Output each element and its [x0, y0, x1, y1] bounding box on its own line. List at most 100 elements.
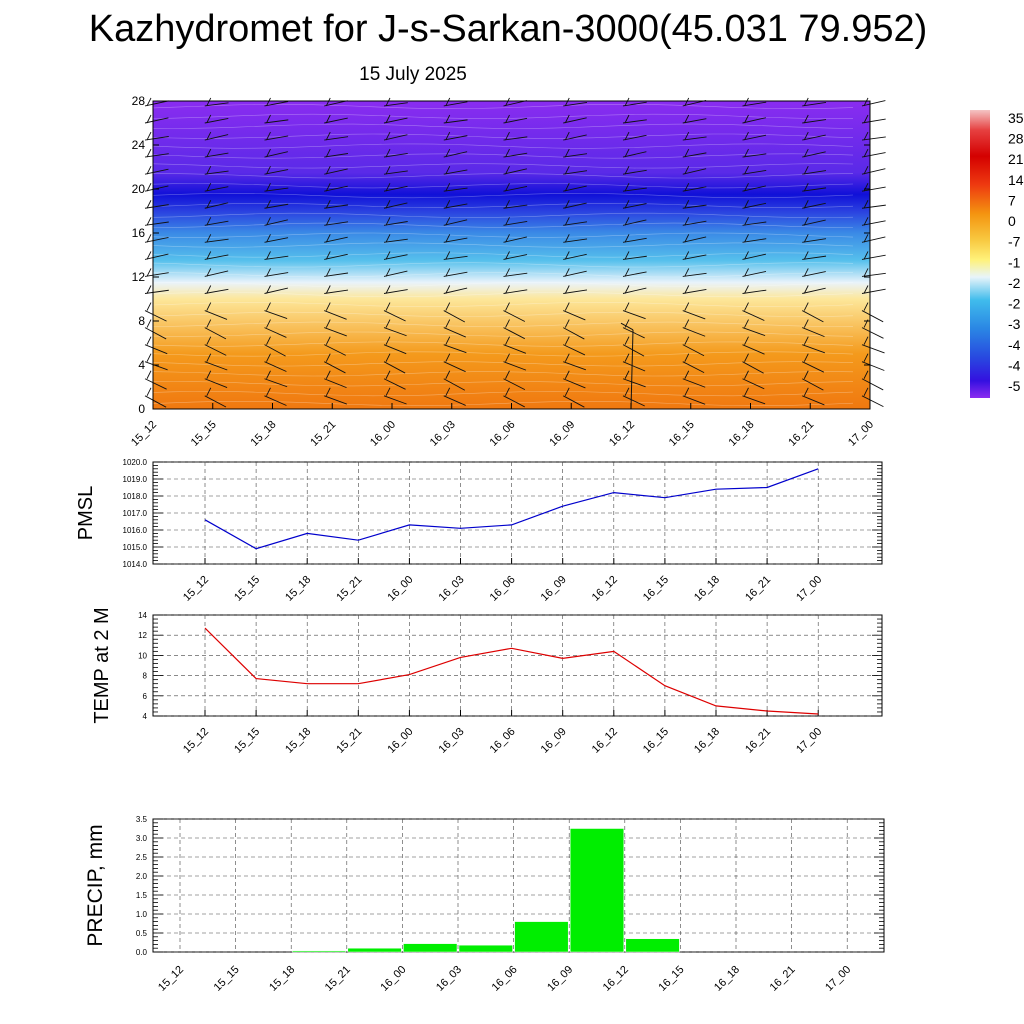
wind-barb — [324, 168, 348, 175]
wind-barb-flag — [445, 251, 451, 260]
wind-barb — [144, 310, 167, 322]
x-tick-label: 16_12 — [590, 726, 620, 756]
x-tick-label: 15_15 — [212, 964, 242, 994]
wind-barb — [563, 202, 587, 209]
wind-barb-flag — [505, 234, 510, 243]
precip-bar — [458, 944, 513, 953]
wind-barb — [443, 327, 466, 338]
wind-barb-flag — [505, 285, 510, 294]
wind-barb-flag — [803, 97, 809, 107]
wind-barb — [503, 136, 528, 141]
wind-barb-flag — [266, 251, 271, 260]
wind-barb — [742, 185, 767, 192]
y-tick-label: 1019.0 — [123, 475, 148, 484]
wind-barb-flag — [325, 251, 331, 260]
wind-barb — [742, 327, 766, 337]
wind-barb-flag — [266, 353, 271, 362]
wind-barb — [563, 238, 588, 243]
wind-barb-flag — [803, 182, 809, 192]
wind-barb-flag — [744, 217, 749, 226]
colorbar-label: -2 — [1008, 275, 1021, 291]
wind-barb-flag — [744, 165, 749, 175]
wind-barb-flag — [863, 336, 869, 345]
wind-barb — [802, 219, 826, 226]
y-tick-label: 10 — [138, 651, 147, 660]
wind-barb-flag — [385, 182, 391, 192]
wind-barb — [802, 327, 825, 338]
wind-barb-flag — [744, 234, 749, 243]
wind-barb — [802, 119, 827, 124]
chart-subtitle: 15 July 2025 — [359, 64, 467, 85]
x-tick-label: 16_12 — [601, 964, 631, 994]
wind-barb — [264, 169, 289, 175]
wind-barb-flag — [505, 387, 510, 397]
x-tick-label: 16_21 — [768, 964, 798, 994]
wind-barb-flag — [445, 182, 451, 192]
wind-barb — [503, 289, 528, 294]
wind-barb — [622, 310, 646, 320]
wind-barb-flag — [146, 251, 152, 260]
wind-barb-flag — [684, 285, 690, 294]
wind-barb — [144, 153, 169, 158]
wind-barb — [144, 100, 169, 107]
contour-line — [152, 391, 854, 397]
colorbar-label: -2 — [1008, 296, 1021, 312]
colorbar-label: -4 — [1008, 337, 1021, 353]
wind-barb-flag — [564, 182, 570, 192]
wind-barb — [383, 102, 408, 107]
x-tick-label: 15_21 — [334, 726, 364, 756]
colorbar-label: 28 — [1008, 131, 1024, 147]
wind-barb-flag — [445, 131, 451, 141]
wind-barb — [622, 237, 647, 243]
wind-barb-flag — [445, 234, 451, 243]
y-tick-label: 3.5 — [136, 815, 148, 824]
wind-barb-flag — [266, 370, 271, 379]
x-tick-label: 16_00 — [368, 419, 398, 449]
wind-barb-flag — [684, 302, 690, 311]
wind-barb — [563, 101, 588, 107]
x-tick-label: 15_21 — [308, 419, 338, 449]
x-tick-label: 15_12 — [156, 964, 186, 994]
wind-barb-flag — [564, 353, 570, 362]
wind-barb-flag — [385, 97, 391, 107]
wind-barb — [622, 327, 645, 339]
wind-barb — [443, 271, 468, 277]
wind-barb-flag — [385, 370, 391, 379]
wind-barb — [443, 169, 468, 175]
y-tick-label: 1016.0 — [123, 526, 148, 535]
precip-bar — [403, 943, 458, 953]
wind-barb — [682, 254, 707, 260]
wind-barb-flag — [146, 370, 152, 379]
wind-barb-flag — [624, 302, 630, 311]
x-tick-label: 16_06 — [488, 419, 518, 449]
precip-bar — [514, 921, 569, 953]
x-tick-label: 16_06 — [488, 574, 518, 604]
wind-barb — [622, 134, 647, 141]
contour-line — [152, 123, 854, 129]
wind-barb-flag — [385, 353, 391, 362]
wind-barb-flag — [266, 302, 271, 311]
wind-barb-flag — [505, 165, 510, 175]
wind-barb-flag — [505, 148, 510, 158]
wind-barb — [264, 151, 288, 158]
x-tick-label: 16_18 — [712, 964, 742, 994]
wind-barb — [324, 204, 349, 209]
wind-barb — [204, 254, 229, 260]
y-tick-label: 0.0 — [136, 948, 148, 957]
x-tick-label: 16_21 — [743, 574, 773, 604]
wind-barb-flag — [803, 285, 809, 294]
pmsl-panel: 15_12 15_15 15_18 15_21 16_00 16_03 16_06 16_09… — [75, 458, 883, 604]
wind-barb — [802, 255, 827, 260]
wind-barb-flag — [505, 336, 510, 345]
wind-barb-flag — [863, 302, 869, 311]
wind-barb-flag — [146, 165, 152, 175]
wind-barb — [563, 153, 588, 158]
wind-barb — [264, 237, 289, 243]
wind-barb — [204, 378, 228, 388]
wind-barb-flag — [325, 131, 331, 141]
wind-barb-flag — [744, 302, 749, 311]
wind-barb-flag — [564, 302, 570, 311]
wind-barb — [443, 237, 468, 243]
x-tick-label: 15_18 — [283, 726, 313, 756]
